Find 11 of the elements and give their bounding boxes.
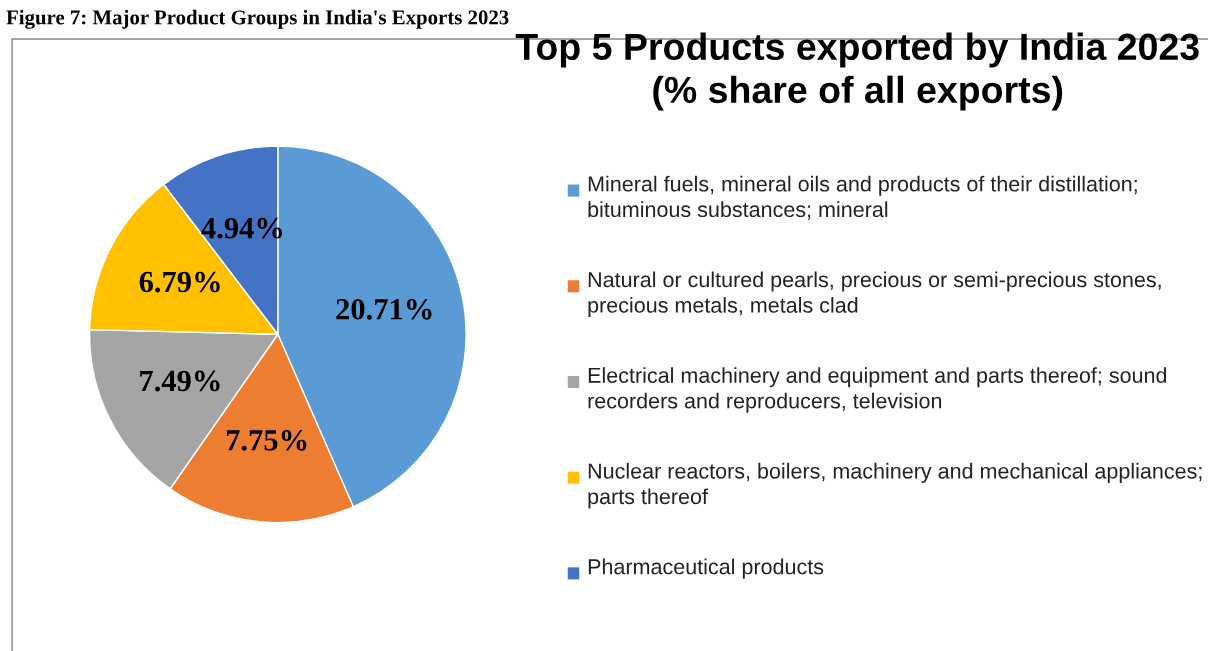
data-label: 20.71% (336, 298, 432, 320)
legend-label: Natural or cultured pearls, precious or semi-precious stones, precious metals, metals clad (588, 271, 1161, 318)
legend-label: Mineral fuels, mineral oils and products of their distillation; bituminous substances; mineral (588, 175, 1137, 220)
legend-label: Electrical machinery and equipment and parts thereof; sound recorders and reproducers, television (588, 367, 1167, 413)
caption: Figure 7: Major Product Groups in India's Exports 2023 (6, 9, 509, 29)
data-label: 7.49% (140, 370, 220, 392)
chart-title: Top 5 Products exported by India 2023 (% share of all exports) (515, 32, 1199, 111)
legend-label: Pharmaceutical products (588, 558, 824, 579)
data-label: 6.79% (139, 271, 220, 293)
legend-label: Nuclear reactors, boilers, machinery and mechanical appliances; parts thereof (588, 462, 1202, 509)
data-label: 7.75% (226, 429, 307, 451)
